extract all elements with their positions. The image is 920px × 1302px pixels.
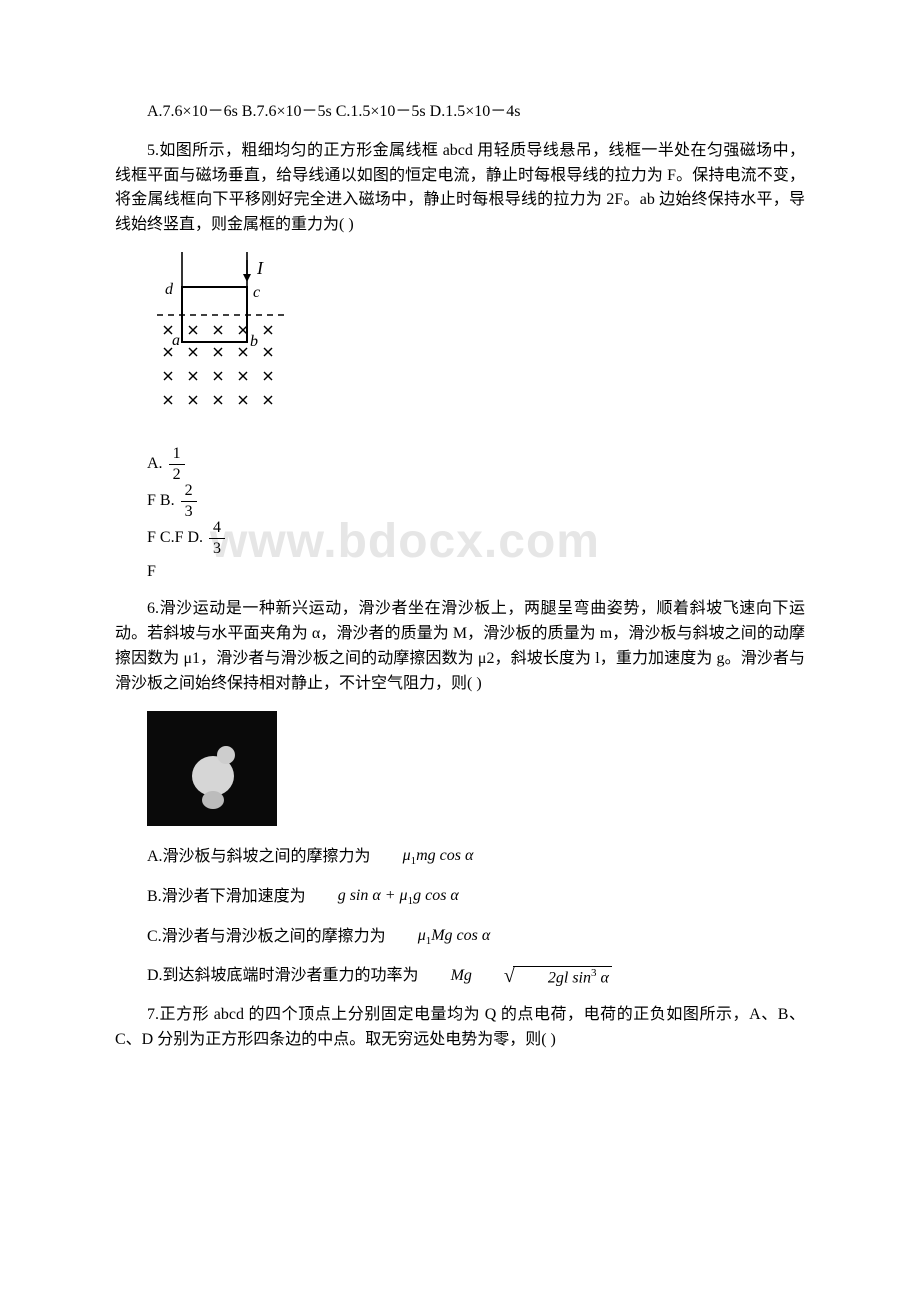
q6-option-b: B.滑沙者下滑加速度为g sin α + μ1g cos α xyxy=(115,884,805,910)
q5-a-prefix: A. xyxy=(147,455,163,472)
q6-b-prefix: B.滑沙者下滑加速度为 xyxy=(147,888,306,905)
fraction-1-2: 12 xyxy=(169,446,185,483)
formula-power: Mg√2gl sin3 α xyxy=(419,964,612,989)
formula-mu1-mg-cos: μ1mg cos α xyxy=(371,844,474,870)
q5-option-a: A. 12 xyxy=(147,446,805,483)
svg-text:d: d xyxy=(165,281,174,298)
q6-d-prefix: D.到达斜坡底端时滑沙者重力的功率为 xyxy=(147,967,419,984)
q5-option-cd: F C.F D. 43 xyxy=(147,520,805,557)
formula-gsin-plus: g sin α + μ1g cos α xyxy=(306,884,459,910)
fraction-2-3: 23 xyxy=(181,483,197,520)
q7-text: 7.正方形 abcd 的四个顶点上分别固定电量均为 Q 的点电荷，电荷的正负如图… xyxy=(115,1003,805,1053)
svg-text:b: b xyxy=(250,333,258,350)
fraction-4-3: 43 xyxy=(209,520,225,557)
q6-c-prefix: C.滑沙者与滑沙板之间的摩擦力为 xyxy=(147,928,386,945)
q5-tail-f: F xyxy=(147,557,805,587)
svg-text:c: c xyxy=(253,284,260,301)
q5-option-b: F B. 23 xyxy=(147,483,805,520)
svg-text:I: I xyxy=(256,258,264,278)
q6-a-prefix: A.滑沙板与斜坡之间的摩擦力为 xyxy=(147,847,371,864)
formula-mu1-Mg-cos: μ1Mg cos α xyxy=(386,924,491,950)
q5-text: 5.如图所示，粗细均匀的正方形金属线框 abcd 用轻质导线悬吊，线框一半处在匀… xyxy=(115,139,805,238)
q6-photo xyxy=(147,711,277,826)
q5-b-prefix: F B. xyxy=(147,492,175,509)
q6-option-d: D.到达斜坡底端时滑沙者重力的功率为Mg√2gl sin3 α xyxy=(115,964,805,989)
q4-answers: A.7.6×10－6s B.7.6×10－5s C.1.5×10－5s D.1.… xyxy=(115,100,805,125)
q5-figure: I d c a b xyxy=(147,252,805,432)
svg-text:a: a xyxy=(172,332,180,349)
q6-text: 6.滑沙运动是一种新兴运动，滑沙者坐在滑沙板上，两腿呈弯曲姿势，顺着斜坡飞速向下… xyxy=(115,597,805,696)
q6-option-c: C.滑沙者与滑沙板之间的摩擦力为μ1Mg cos α xyxy=(115,924,805,950)
q6-option-a: A.滑沙板与斜坡之间的摩擦力为μ1mg cos α xyxy=(115,844,805,870)
q5-cd-prefix: F C.F D. xyxy=(147,529,203,546)
